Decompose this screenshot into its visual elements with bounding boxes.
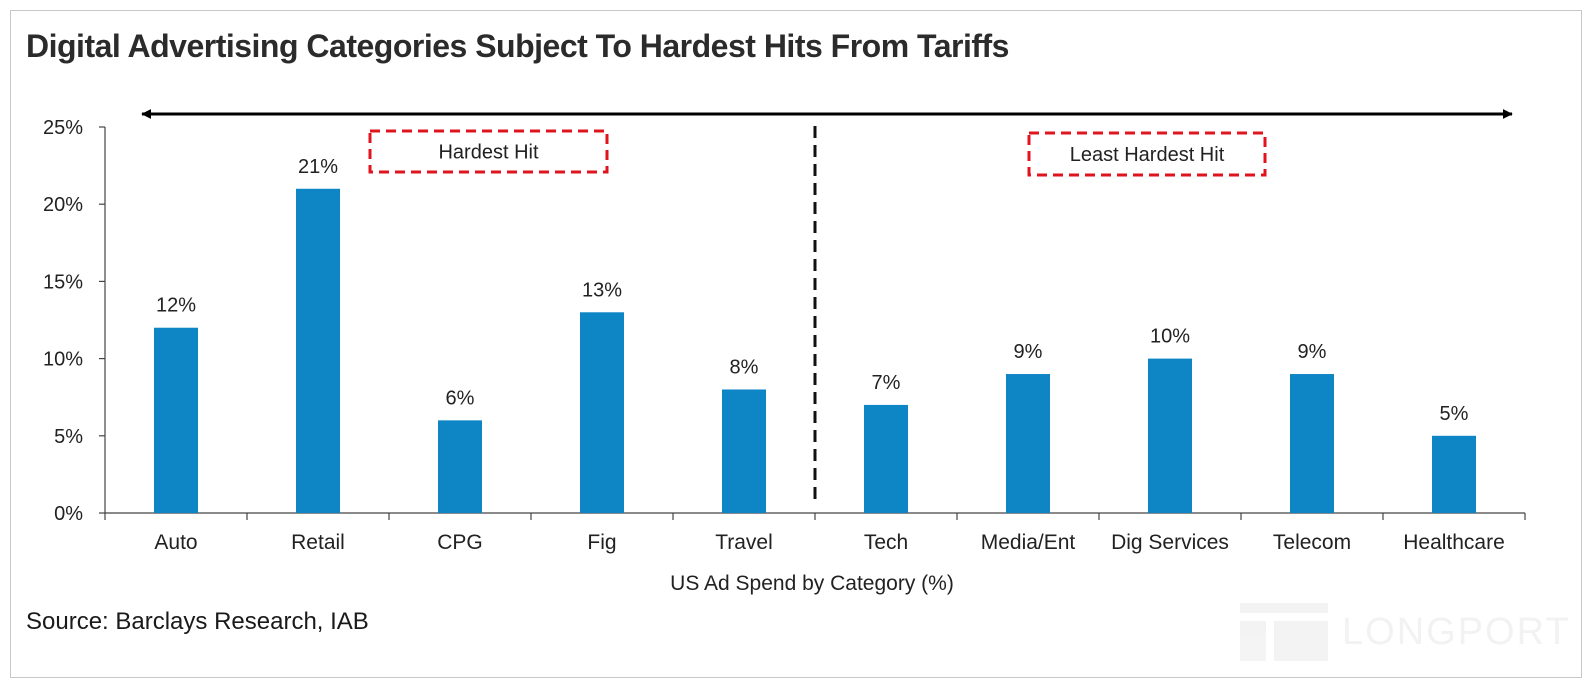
y-tick-label: 20%: [43, 194, 83, 216]
data-label: 9%: [1298, 341, 1327, 363]
bars: [154, 188, 1476, 513]
y-tick-label: 15%: [43, 271, 83, 293]
y-tick-label: 10%: [43, 349, 83, 371]
y-tick-label: 5%: [54, 426, 83, 448]
x-tick-label: CPG: [437, 531, 483, 554]
bar-retail: [296, 188, 340, 513]
x-tick-label: Fig: [587, 531, 616, 554]
chart-frame: [10, 10, 1582, 678]
least-hardest-hit-box: [1027, 131, 1267, 177]
data-label: 13%: [582, 279, 622, 301]
data-label: 21%: [298, 156, 338, 178]
hardest-hit-box: [368, 129, 609, 174]
y-tick-label: 0%: [54, 503, 83, 525]
x-tick-label: Tech: [864, 531, 908, 554]
x-tick-label: Media/Ent: [981, 531, 1076, 554]
data-label: 8%: [730, 356, 759, 378]
watermark: LONGPORT: [1240, 602, 1571, 662]
x-axis-label: US Ad Spend by Category (%): [670, 572, 954, 595]
watermark-text: LONGPORT: [1342, 610, 1571, 653]
data-label: 12%: [156, 295, 196, 317]
data-labels: 12% 21% 6% 13% 8% 7% 9% 10% 9% 5%: [156, 156, 1469, 425]
chart-title: Digital Advertising Categories Subject T…: [26, 28, 1009, 64]
source-note: Source: Barclays Research, IAB: [26, 608, 369, 635]
group-annotations: Hardest Hit Least Hardest Hit: [368, 126, 1267, 503]
x-tick-label: Auto: [154, 531, 197, 554]
bar-dig-services: [1148, 358, 1192, 513]
hardest-hit-label: Hardest Hit: [438, 142, 538, 164]
bar-tech: [864, 404, 908, 513]
bar-media-ent: [1006, 374, 1050, 513]
bar-telecom: [1290, 374, 1334, 513]
data-label: 6%: [446, 387, 475, 409]
data-label: 7%: [872, 372, 901, 394]
bar-cpg: [438, 420, 482, 513]
x-tick-label: Dig Services: [1111, 531, 1229, 554]
longport-logo-icon: [1240, 603, 1328, 661]
bar-auto: [154, 327, 198, 513]
x-tick-label: Retail: [291, 531, 345, 554]
data-label: 5%: [1440, 403, 1469, 425]
bar-healthcare: [1432, 435, 1476, 513]
data-label: 10%: [1150, 326, 1190, 348]
bar-travel: [722, 389, 766, 513]
data-label: 9%: [1014, 341, 1043, 363]
bar-fig: [580, 312, 624, 513]
x-tick-label: Healthcare: [1403, 531, 1505, 554]
y-tick-label: 25%: [43, 117, 83, 139]
x-tick-label: Travel: [715, 531, 773, 554]
x-tick-label: Telecom: [1273, 531, 1351, 554]
least-hardest-hit-label: Least Hardest Hit: [1070, 144, 1225, 166]
axes: 0% 5% 10% 15% 20% 25% Auto Retail CPG Fig Travel Te…: [43, 117, 1526, 554]
